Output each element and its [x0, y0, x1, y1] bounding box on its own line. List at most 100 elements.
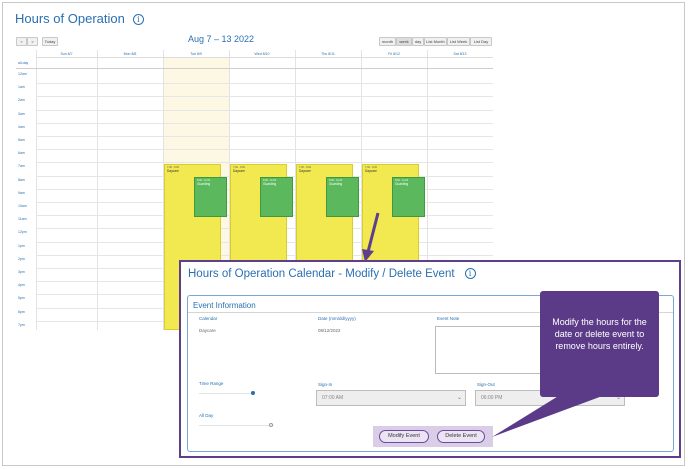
event-time: 8:00 - 11:00: [197, 179, 211, 182]
page-title: Hours of Operation i: [15, 11, 144, 26]
today-button[interactable]: Today: [42, 37, 58, 46]
time-label: 7pm: [18, 322, 25, 327]
hour-line: [36, 109, 493, 111]
view-list-day-button[interactable]: List Day: [470, 37, 492, 46]
calendar-date-range: Aug 7 – 13 2022: [188, 34, 255, 44]
hour-line: [36, 162, 493, 164]
hour-line: [36, 136, 493, 137]
event-time: 7:00 - 6:00: [233, 166, 245, 169]
allday-toggle-track[interactable]: [199, 425, 274, 426]
time-label: 1pm: [18, 243, 25, 248]
guarding-event[interactable]: 8:00 - 11:00 Guarding: [194, 177, 227, 217]
time-label: 5am: [18, 138, 25, 142]
view-week-button[interactable]: week: [396, 37, 412, 46]
time-range-knob[interactable]: [251, 391, 255, 395]
hour-line: [36, 83, 493, 85]
time-label: 7am: [18, 164, 25, 169]
time-label: 3am: [18, 111, 25, 116]
time-label: 9am: [18, 190, 25, 195]
allday-label: all-day: [18, 61, 29, 65]
event-title: Guarding: [197, 182, 211, 186]
event-time: 7:00 - 6:00: [299, 166, 311, 169]
guarding-event[interactable]: 8:00 - 11:00 Guarding: [326, 177, 359, 217]
chevron-down-icon: ⌄: [456, 395, 462, 401]
modal-title: Hours of Operation Calendar - Modify / D…: [188, 268, 476, 280]
time-label: 12pm: [18, 230, 27, 235]
event-time: 7:00 - 6:00: [365, 166, 377, 169]
date-label: Date (mm/dd/yyyy): [318, 316, 356, 321]
modify-event-button[interactable]: Modify Event: [379, 430, 429, 443]
time-label: 5pm: [18, 296, 25, 301]
guarding-event[interactable]: 8:00 - 11:00 Guarding: [260, 177, 293, 217]
action-bar: Modify Event Delete Event: [373, 426, 493, 447]
day-header[interactable]: Sat 8/13: [427, 50, 493, 58]
event-title: Daycare: [365, 169, 377, 173]
day-header[interactable]: Mon 8/8: [97, 50, 163, 58]
modal-info-icon[interactable]: i: [464, 268, 476, 279]
chevron-down-icon: ⌄: [615, 395, 621, 401]
time-label: 8am: [18, 177, 25, 182]
event-time: 7:00 - 6:00: [167, 166, 179, 169]
event-title: Guarding: [395, 182, 409, 186]
event-title: Daycare: [299, 169, 311, 173]
time-label: 11am: [18, 217, 27, 222]
day-header[interactable]: Fri 8/12: [361, 50, 427, 58]
signin-select[interactable]: 07:00 AM ⌄: [316, 390, 466, 406]
event-title: Daycare: [233, 169, 245, 173]
time-label: 1am: [18, 85, 25, 90]
time-label: 4am: [18, 124, 25, 129]
section-title: Event Information: [193, 301, 256, 310]
time-label: 6pm: [18, 309, 25, 314]
day-header[interactable]: Wed 8/10: [229, 50, 295, 58]
time-label: 3pm: [18, 270, 25, 274]
view-list-week-button[interactable]: List Week: [447, 37, 470, 46]
time-label: 4pm: [18, 283, 25, 288]
allday-row: all-day: [16, 58, 493, 69]
day-header[interactable]: Thu 8/11: [295, 50, 361, 58]
allday-field-label: All Day: [199, 413, 214, 418]
grid-column-line: [361, 50, 362, 330]
grid-column-line: [427, 50, 428, 330]
hour-line: [36, 96, 493, 98]
time-label: 10am: [18, 204, 27, 208]
guarding-event[interactable]: 8:00 - 11:00 Guarding: [392, 177, 425, 217]
calendar-toolbar: < > Today Aug 7 – 13 2022 month week day…: [16, 34, 492, 48]
view-month-button[interactable]: month: [379, 37, 396, 46]
delete-event-button[interactable]: Delete Event: [437, 430, 485, 443]
event-time: 8:00 - 11:00: [329, 179, 343, 182]
signin-value: 07:00 AM: [322, 395, 344, 401]
time-range-label: Time Range: [199, 381, 224, 386]
calendar-value: Daycare: [199, 328, 216, 333]
event-time: 8:00 - 11:00: [395, 179, 409, 182]
allday-toggle-knob[interactable]: [269, 423, 273, 427]
grid-column-line: [163, 50, 164, 330]
time-label: 12am: [18, 72, 27, 76]
next-button[interactable]: >: [27, 37, 38, 46]
grid-column-line: [295, 50, 296, 330]
view-day-button[interactable]: day: [412, 37, 424, 46]
day-header[interactable]: Sun 8/7: [36, 50, 97, 58]
prev-button[interactable]: <: [16, 37, 27, 46]
instruction-callout: Modify the hours for the date or delete …: [540, 291, 659, 397]
grid-column-line: [36, 50, 37, 330]
view-list-month-button[interactable]: List Month: [424, 37, 447, 46]
time-label: 2pm: [18, 256, 25, 261]
calendar-label: Calendar: [199, 316, 218, 321]
callout-text: Modify the hours for the date or delete …: [552, 317, 647, 351]
day-header[interactable]: Tue 8/9: [163, 50, 229, 58]
date-value: 08/12/2022: [318, 328, 341, 333]
signout-value: 06:00 PM: [481, 395, 503, 401]
section-divider: [188, 312, 673, 313]
time-label: 2am: [18, 98, 25, 103]
hour-line: [36, 149, 493, 151]
time-range-slider[interactable]: [199, 393, 255, 394]
event-title: Guarding: [329, 182, 343, 186]
signin-label: Sign-In: [318, 382, 333, 387]
info-icon[interactable]: i: [132, 14, 144, 25]
grid-column-line: [229, 50, 230, 330]
signout-label: Sign-Out: [477, 382, 495, 387]
event-title: Guarding: [263, 182, 277, 186]
page-title-text: Hours of Operation: [15, 11, 125, 26]
event-time: 8:00 - 11:00: [263, 179, 277, 182]
event-note-label: Event Note: [437, 316, 460, 321]
